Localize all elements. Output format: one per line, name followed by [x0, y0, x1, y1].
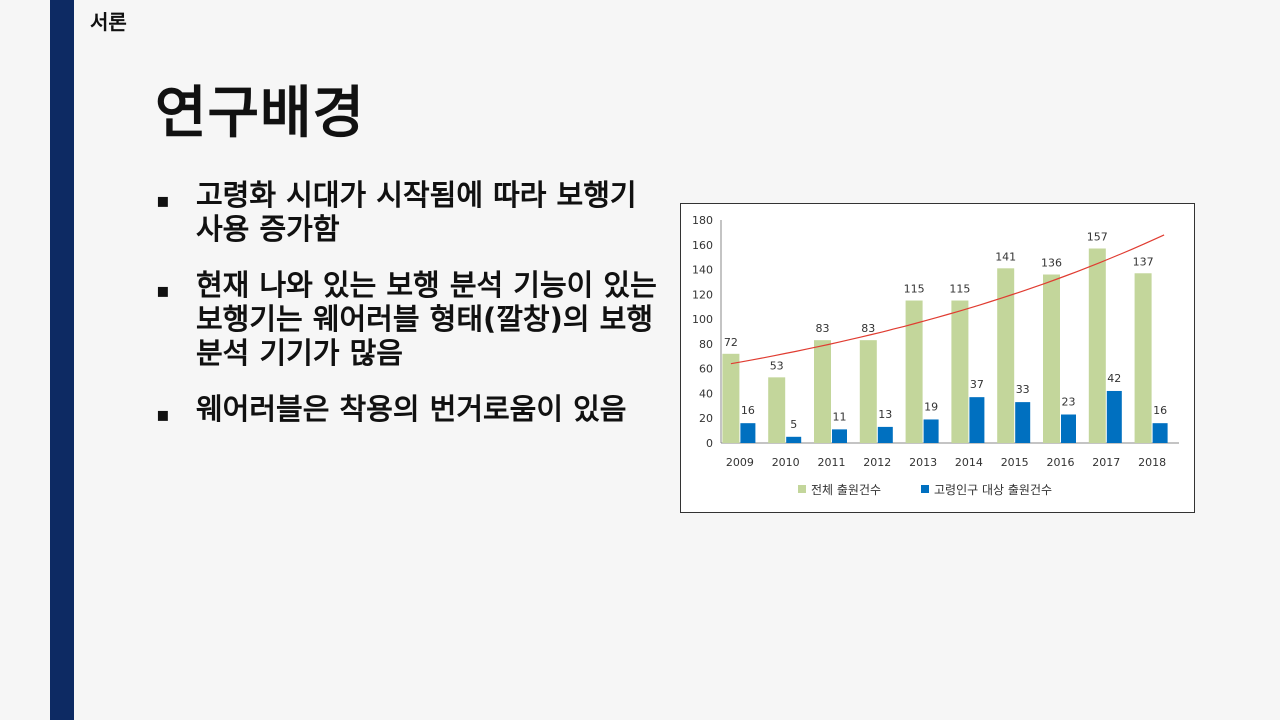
bullet-item: ▪ 웨어러블은 착용의 번거로움이 있음: [150, 392, 660, 426]
bar-elderly: [1152, 423, 1168, 443]
bar-elderly-label: 11: [833, 410, 847, 423]
bar-total-label: 157: [1087, 230, 1108, 243]
x-tick-label: 2010: [772, 456, 800, 469]
y-tick-label: 100: [692, 313, 713, 326]
y-tick-label: 40: [699, 387, 713, 400]
bar-total-label: 115: [949, 283, 970, 296]
section-label: 서론: [90, 10, 127, 34]
bar-elderly-label: 23: [1062, 396, 1076, 409]
bullet-text: 현재 나와 있는 보행 분석 기능이 있는 보행기는 웨어러블 형태(깔창)의 …: [196, 268, 657, 370]
bar-elderly-label: 13: [878, 408, 892, 421]
bar-total: [905, 300, 923, 443]
bar-total: [814, 340, 831, 443]
legend-swatch-total: [798, 485, 806, 493]
bullet-marker: ▪: [156, 188, 170, 212]
bar-elderly-label: 42: [1107, 372, 1121, 385]
bar-elderly-label: 37: [970, 378, 984, 391]
y-tick-label: 20: [699, 412, 713, 425]
bar-total: [997, 268, 1015, 443]
x-tick-label: 2018: [1138, 456, 1166, 469]
bar-total-label: 137: [1133, 255, 1154, 268]
x-tick-label: 2012: [863, 456, 891, 469]
bar-total: [722, 353, 740, 443]
x-tick-label: 2017: [1092, 456, 1120, 469]
y-tick-label: 140: [692, 264, 713, 277]
trend-line: [730, 234, 1165, 365]
y-tick-label: 120: [692, 288, 713, 301]
slide-title: 연구배경: [155, 81, 366, 146]
x-tick-label: 2014: [955, 456, 983, 469]
y-tick-label: 0: [706, 437, 713, 450]
x-tick-label: 2011: [818, 456, 846, 469]
bar-elderly: [1015, 402, 1031, 443]
bar-elderly-label: 19: [924, 400, 938, 413]
bullet-marker: ▪: [156, 278, 170, 302]
bar-total-label: 141: [995, 250, 1016, 263]
legend-label-elderly: 고령인구 대상 출원건수: [934, 483, 1052, 497]
bullet-marker: ▪: [156, 402, 170, 426]
bar-total-label: 83: [816, 322, 830, 335]
bullet-item: ▪ 고령화 시대가 시작됨에 따라 보행기 사용 증가함: [150, 178, 660, 246]
bullet-item: ▪ 현재 나와 있는 보행 분석 기능이 있는 보행기는 웨어러블 형태(깔창)…: [150, 268, 660, 370]
bar-elderly-label: 16: [1153, 404, 1167, 417]
bar-elderly: [923, 419, 939, 443]
bar-elderly: [740, 423, 756, 443]
y-tick-label: 60: [699, 363, 713, 376]
bar-total-label: 83: [861, 322, 875, 335]
y-tick-label: 180: [692, 214, 713, 227]
x-tick-label: 2013: [909, 456, 937, 469]
bar-elderly: [969, 397, 985, 443]
bar-elderly: [1061, 414, 1076, 443]
bar-elderly-label: 33: [1016, 383, 1030, 396]
x-tick-label: 2009: [726, 456, 754, 469]
bar-total: [768, 377, 786, 443]
y-tick-label: 80: [699, 338, 713, 351]
bar-total-label: 136: [1041, 257, 1062, 270]
bar-total: [859, 340, 877, 443]
bar-elderly: [1106, 390, 1122, 443]
bar-total-label: 53: [770, 359, 784, 372]
legend-swatch-elderly: [921, 485, 929, 493]
x-tick-label: 2015: [1001, 456, 1029, 469]
bar-total: [951, 300, 969, 443]
bar-total: [1088, 248, 1106, 443]
bar-elderly-label: 16: [741, 404, 755, 417]
bullet-list: ▪ 고령화 시대가 시작됨에 따라 보행기 사용 증가함 ▪ 현재 나와 있는 …: [150, 178, 660, 448]
chart-svg: 0 20 40 60 80 100 120 140 160 180 72 16 2009 53 5 2010 8…: [692, 214, 1179, 497]
bar-elderly-label: 5: [790, 418, 797, 431]
bar-total: [1043, 274, 1060, 443]
y-tick-label: 160: [692, 239, 713, 252]
legend-label-total: 전체 출원건수: [811, 483, 881, 497]
patent-chart: 0 20 40 60 80 100 120 140 160 180 72 16 2009 53 5 2010 8…: [680, 203, 1195, 513]
bullet-text: 웨어러블은 착용의 번거로움이 있음: [196, 392, 627, 426]
bar-elderly: [877, 426, 893, 443]
accent-bar: [50, 0, 74, 720]
bar-elderly: [786, 436, 802, 443]
bullet-text: 고령화 시대가 시작됨에 따라 보행기 사용 증가함: [196, 178, 637, 246]
bar-total-label: 115: [904, 283, 925, 296]
x-tick-label: 2016: [1047, 456, 1075, 469]
bar-total: [1134, 273, 1152, 443]
bar-total-label: 72: [724, 336, 738, 349]
bar-elderly: [832, 429, 847, 443]
